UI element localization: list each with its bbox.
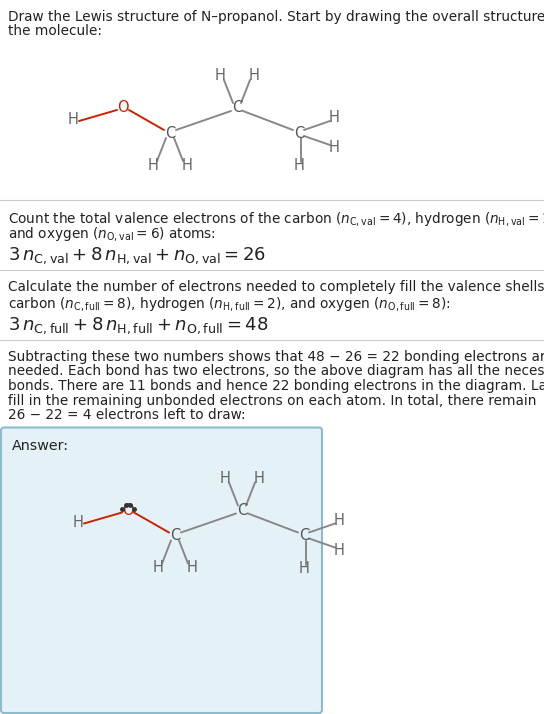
- Text: C: C: [165, 126, 175, 141]
- Text: needed. Each bond has two electrons, so the above diagram has all the necessary: needed. Each bond has two electrons, so …: [8, 365, 544, 378]
- Text: H: H: [214, 69, 225, 84]
- Text: H: H: [249, 69, 259, 84]
- Text: H: H: [333, 543, 344, 558]
- Text: H: H: [220, 471, 231, 486]
- Text: C: C: [294, 126, 304, 141]
- Text: O: O: [122, 503, 134, 518]
- Text: H: H: [147, 158, 158, 173]
- Text: H: H: [72, 515, 83, 530]
- Text: Answer:: Answer:: [12, 438, 69, 453]
- Text: the molecule:: the molecule:: [8, 24, 102, 38]
- Text: Count the total valence electrons of the carbon ($n_{\mathrm{C,val}}= 4$), hydro: Count the total valence electrons of the…: [8, 210, 544, 228]
- Text: bonds. There are 11 bonds and hence 22 bonding electrons in the diagram. Lastly,: bonds. There are 11 bonds and hence 22 b…: [8, 379, 544, 393]
- Text: H: H: [299, 561, 310, 576]
- Text: H: H: [254, 471, 264, 486]
- Text: $3\,n_{\mathrm{C,val}} + 8\,n_{\mathrm{H,val}} + n_{\mathrm{O,val}} = 26$: $3\,n_{\mathrm{C,val}} + 8\,n_{\mathrm{H…: [8, 245, 266, 266]
- Text: $3\,n_{\mathrm{C,full}} + 8\,n_{\mathrm{H,full}} + n_{\mathrm{O,full}} = 48$: $3\,n_{\mathrm{C,full}} + 8\,n_{\mathrm{…: [8, 315, 268, 336]
- Text: fill in the remaining unbonded electrons on each atom. In total, there remain: fill in the remaining unbonded electrons…: [8, 393, 536, 408]
- Text: C: C: [299, 528, 309, 543]
- Text: 26 − 22 = 4 electrons left to draw:: 26 − 22 = 4 electrons left to draw:: [8, 408, 246, 422]
- Text: and oxygen ($n_{\mathrm{O,val}}= 6$) atoms:: and oxygen ($n_{\mathrm{O,val}}= 6$) ato…: [8, 225, 216, 243]
- Text: Calculate the number of electrons needed to completely fill the valence shells f: Calculate the number of electrons needed…: [8, 280, 544, 294]
- Text: H: H: [67, 113, 78, 128]
- Text: O: O: [117, 101, 129, 116]
- Text: H: H: [329, 141, 339, 156]
- Text: carbon ($n_{\mathrm{C,full}}= 8$), hydrogen ($n_{\mathrm{H,full}}= 2$), and oxyg: carbon ($n_{\mathrm{C,full}}= 8$), hydro…: [8, 295, 451, 313]
- Text: Subtracting these two numbers shows that 48 − 26 = 22 bonding electrons are: Subtracting these two numbers shows that…: [8, 350, 544, 364]
- Text: H: H: [152, 560, 163, 575]
- Text: H: H: [294, 159, 305, 174]
- Text: C: C: [232, 101, 242, 116]
- Text: C: C: [237, 503, 247, 518]
- Text: H: H: [187, 560, 197, 575]
- Text: H: H: [182, 158, 193, 173]
- Text: H: H: [333, 513, 344, 528]
- Text: H: H: [329, 111, 339, 126]
- FancyBboxPatch shape: [1, 428, 322, 713]
- Text: Draw the Lewis structure of N–propanol. Start by drawing the overall structure o: Draw the Lewis structure of N–propanol. …: [8, 10, 544, 24]
- Text: C: C: [170, 528, 180, 543]
